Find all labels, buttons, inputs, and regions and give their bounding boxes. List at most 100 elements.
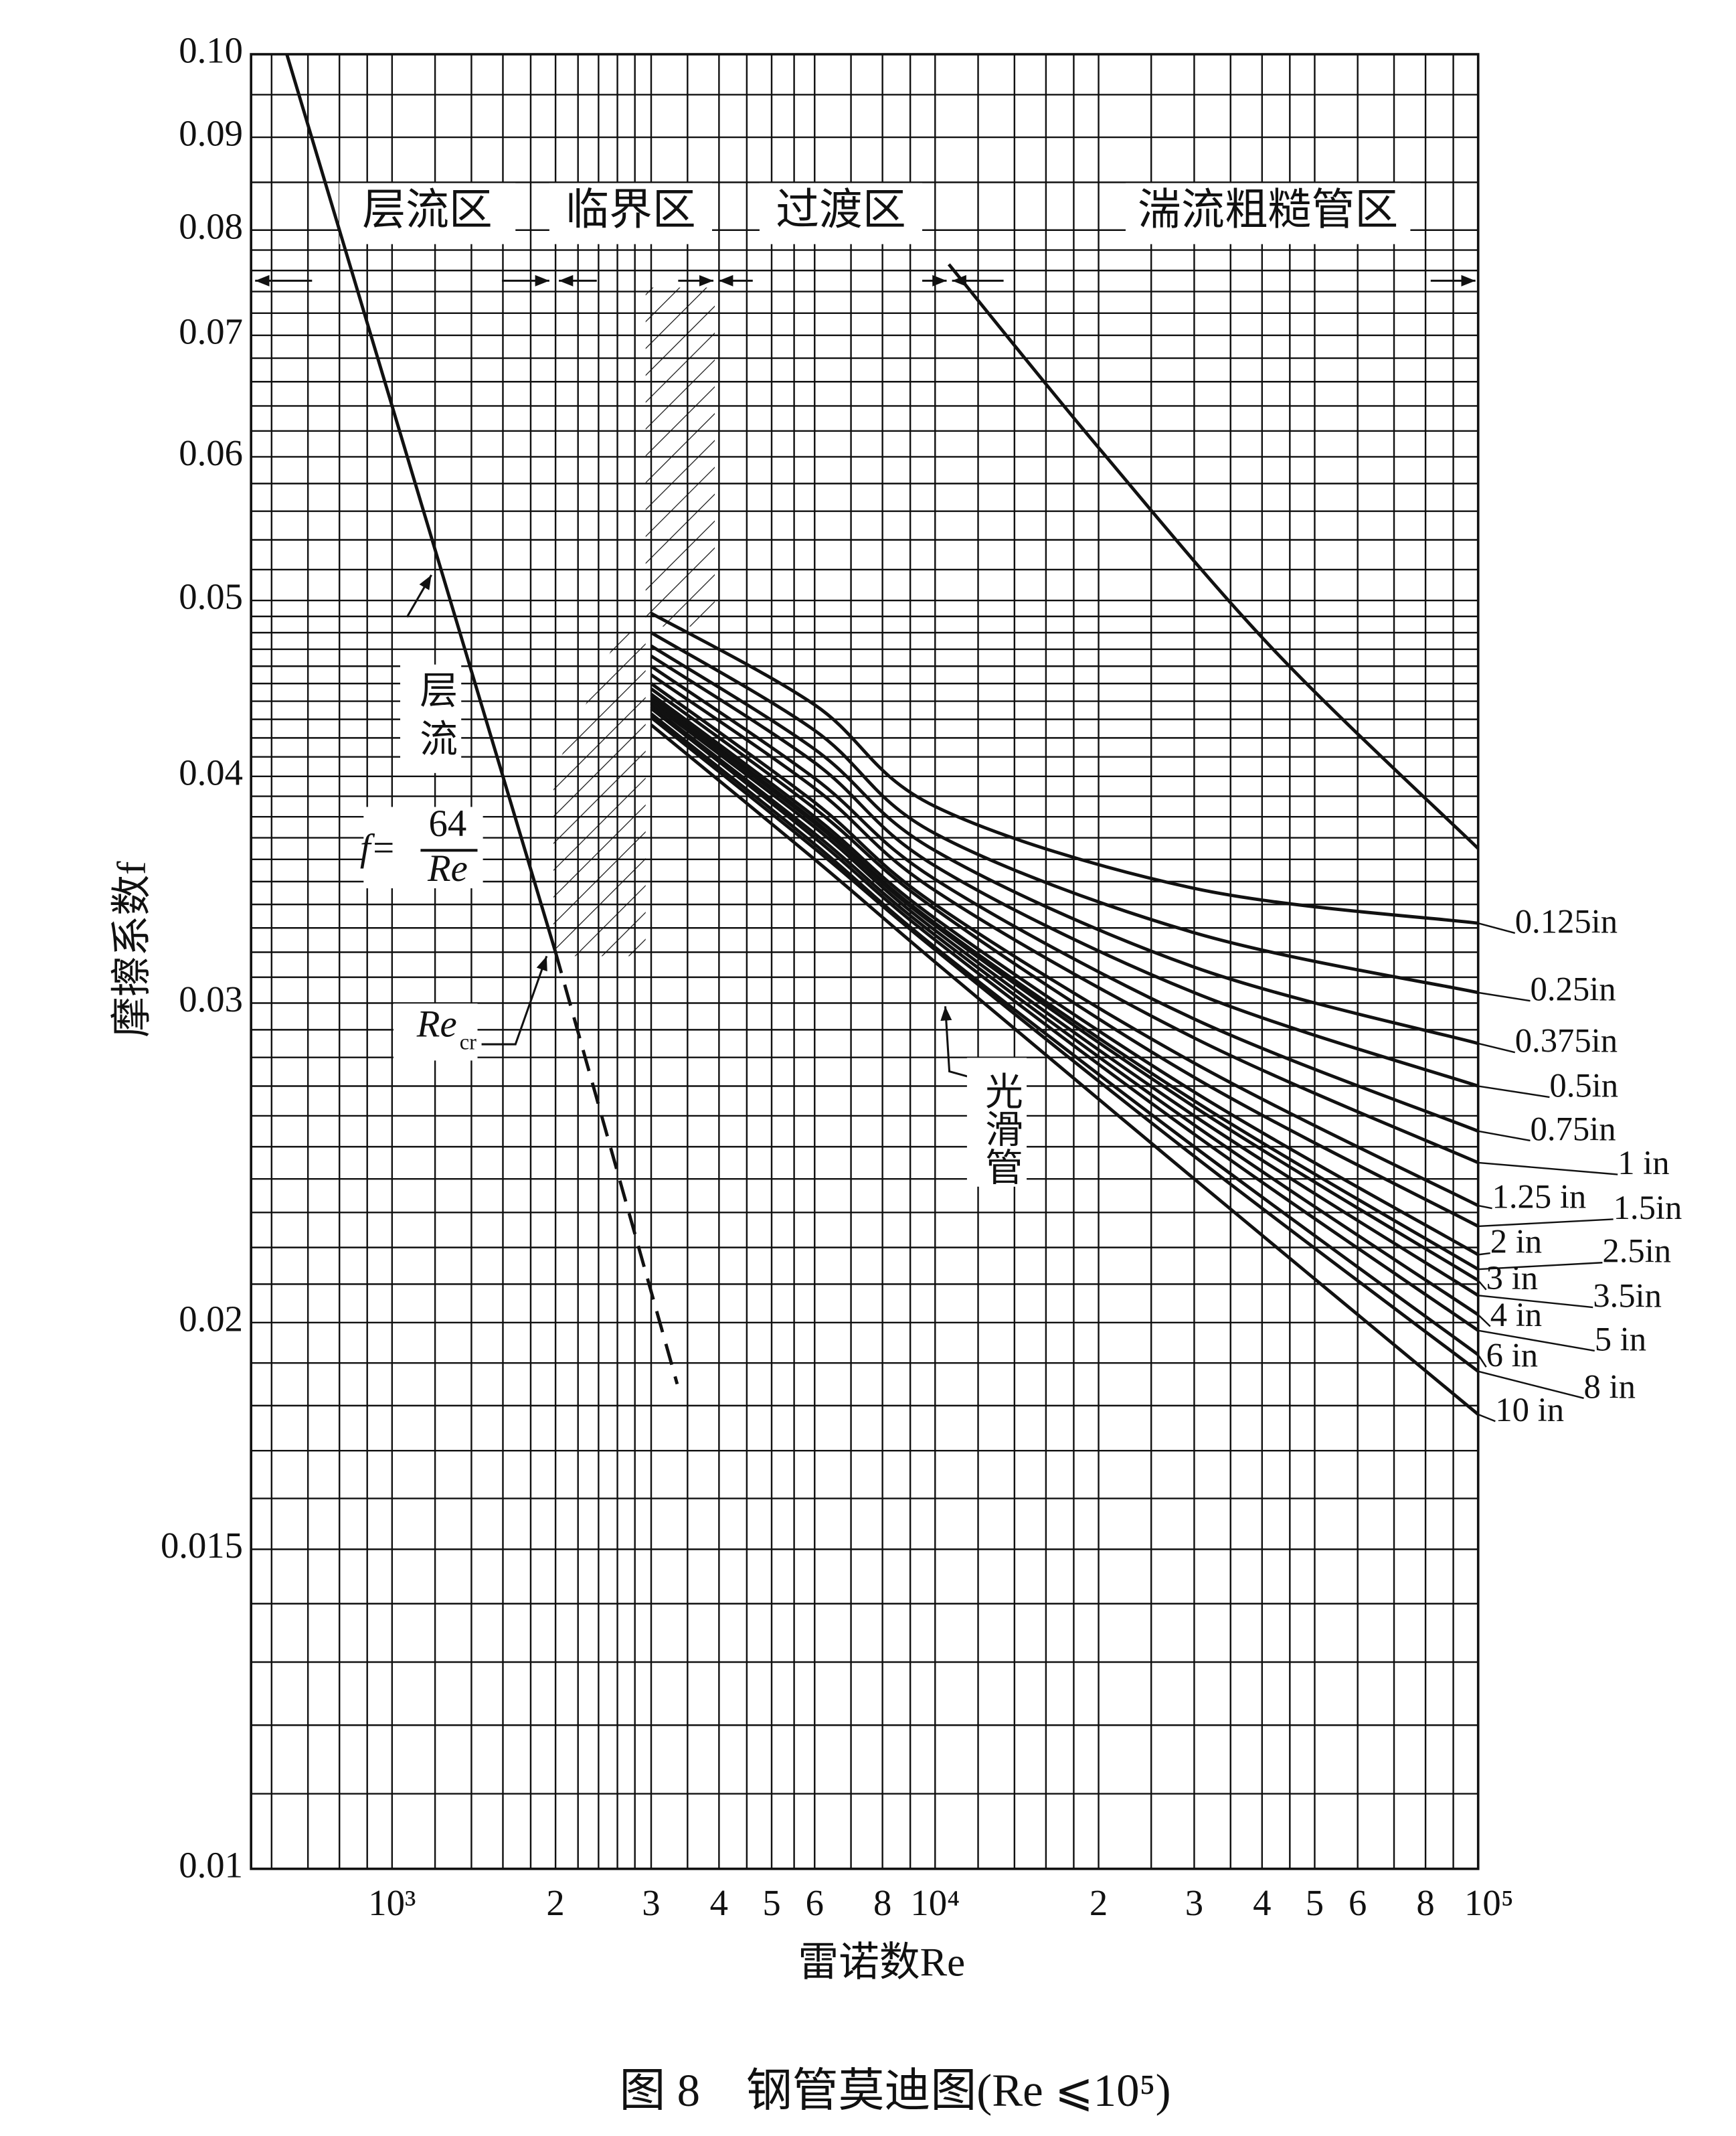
label-bg: [759, 183, 923, 244]
arrow: [481, 955, 548, 1046]
arrow: [406, 574, 432, 618]
region-label: 临界区: [566, 186, 696, 234]
curve: [650, 716, 1480, 1373]
plot-frame: [250, 53, 1480, 1870]
legend-label: 0.25in: [1531, 971, 1616, 1008]
y-tick-label: 0.07: [179, 311, 243, 352]
curve: [285, 54, 557, 953]
x-tick-label: 2: [1090, 1882, 1108, 1923]
legend-label: 2.5in: [1602, 1232, 1671, 1270]
y-tick-label: 0.015: [161, 1525, 243, 1566]
x-tick-label: 6: [1349, 1882, 1367, 1923]
annotation: 64: [429, 803, 467, 845]
annotation: f=: [360, 827, 396, 869]
curve: [650, 673, 1479, 1165]
leader-line: [1477, 1280, 1487, 1291]
y-tick-label: 0.06: [179, 432, 243, 473]
x-tick-label: 8: [873, 1882, 891, 1923]
leader-line: [1478, 1370, 1584, 1400]
hatch-area: [553, 627, 646, 957]
x-tick-label: 10⁴: [910, 1882, 960, 1923]
curve: [650, 644, 1479, 1046]
x-axis-label: 雷诺数Re: [798, 1941, 965, 1985]
curve: [650, 654, 1479, 1088]
legend-label: 3.5in: [1593, 1277, 1662, 1315]
curve: [650, 631, 1479, 995]
annotation: Re: [416, 1003, 457, 1046]
leader-line: [1478, 1252, 1490, 1256]
curve: [650, 682, 1479, 1208]
label-bg: [339, 183, 516, 244]
x-tick-label: 5: [762, 1882, 780, 1923]
legend-label: 1.25 in: [1492, 1178, 1587, 1216]
legend-label: 1.5in: [1614, 1189, 1682, 1226]
curve: [650, 702, 1480, 1297]
region-label: 过渡区: [776, 186, 906, 234]
curve: [947, 263, 1480, 850]
annotation: Re: [427, 847, 468, 890]
y-tick-label: 0.08: [179, 206, 243, 246]
legend-label: 10 in: [1495, 1391, 1564, 1428]
annotation: cr: [460, 1030, 476, 1054]
arrow: [940, 1006, 974, 1080]
label-bg: [400, 664, 462, 773]
curve: [650, 611, 1479, 925]
legend-label: 6 in: [1486, 1337, 1538, 1374]
legend-label: 2 in: [1490, 1223, 1542, 1260]
curve: [553, 951, 679, 1385]
legend-label: 3 in: [1486, 1259, 1538, 1297]
leader-line: [1478, 1329, 1595, 1352]
annotation: 层流: [414, 670, 457, 768]
leader-line: [1478, 1295, 1593, 1309]
curve: [650, 707, 1480, 1332]
legend-label: 1 in: [1618, 1144, 1669, 1181]
grid: [250, 53, 1480, 1870]
leader-line: [1477, 1354, 1487, 1368]
legend-label: 0.125in: [1515, 902, 1618, 940]
label-bg: [966, 1058, 1027, 1187]
y-tick-label: 0.09: [179, 113, 243, 154]
y-tick-label: 0.10: [179, 30, 243, 71]
x-tick-label: 3: [642, 1882, 660, 1923]
curve: [650, 696, 1479, 1271]
curve: [650, 705, 1480, 1317]
annotation: 光滑管: [979, 1072, 1022, 1185]
y-tick-label: 0.02: [179, 1298, 243, 1339]
curve: [650, 687, 1479, 1228]
curve: [650, 665, 1479, 1133]
caption: 图 8 钢管莫迪图(Re ⩽10⁵): [620, 2065, 1171, 2116]
x-tick-label: 5: [1306, 1882, 1324, 1923]
leader-line: [1478, 922, 1516, 934]
label-bg: [1125, 183, 1411, 244]
label-bg: [393, 1003, 478, 1061]
region-label: 层流区: [362, 186, 492, 234]
x-tick-label: 10³: [368, 1882, 416, 1923]
legend-label: 4 in: [1490, 1296, 1542, 1333]
leader-line: [1478, 1218, 1614, 1228]
x-tick-label: 4: [1253, 1882, 1271, 1923]
x-tick-label: 2: [546, 1882, 564, 1923]
curve: [650, 724, 1480, 1416]
legend-label: 0.5in: [1549, 1067, 1618, 1104]
leader-line: [1478, 1204, 1492, 1210]
leader-line: [1478, 1085, 1550, 1098]
hatch-area: [645, 287, 715, 627]
x-tick-label: 10⁵: [1464, 1882, 1514, 1923]
label-bg: [549, 183, 713, 244]
y-tick-label: 0.01: [179, 1844, 243, 1885]
label-bg: [363, 807, 483, 889]
legend-label: 0.375in: [1515, 1022, 1618, 1060]
y-tick-label: 0.03: [179, 979, 243, 1019]
x-tick-label: 8: [1416, 1882, 1434, 1923]
y-tick-label: 0.04: [179, 752, 243, 793]
leader-line: [1478, 991, 1531, 1002]
legend-label: 8 in: [1584, 1368, 1636, 1405]
x-tick-label: 3: [1185, 1882, 1203, 1923]
leader-line: [1478, 1042, 1516, 1054]
legend-label: 5 in: [1595, 1320, 1646, 1358]
x-tick-label: 4: [710, 1882, 728, 1923]
leader-line: [1477, 1314, 1491, 1327]
region-label: 湍流粗糙管区: [1138, 186, 1398, 234]
